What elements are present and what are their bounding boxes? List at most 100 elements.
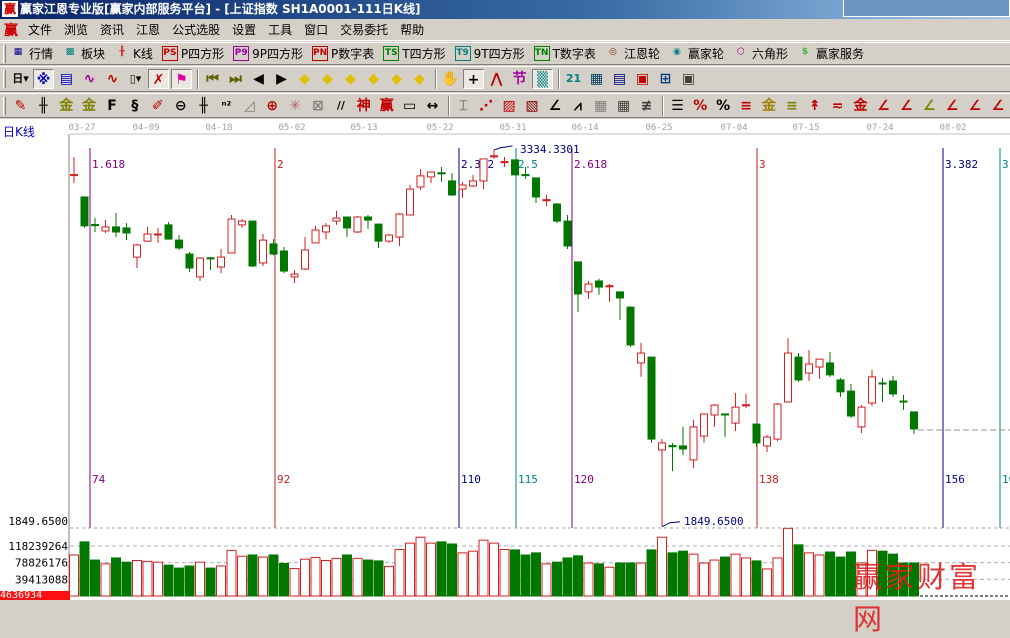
first-icon[interactable]: ⏮ [206, 71, 219, 87]
box-icon[interactable]: ⌶ [459, 97, 468, 114]
star-icon[interactable]: ✳ [289, 97, 301, 114]
fan-box-icon[interactable]: ▨ [502, 97, 516, 114]
network-icon[interactable]: ⊞ [659, 71, 672, 87]
toolbar-button-0[interactable]: ▦ 行情 [10, 45, 53, 62]
toolbar-button-8[interactable]: TN T数字表 [533, 45, 596, 62]
n2-icon[interactable]: ⁿ² [221, 98, 232, 112]
percent-line-icon[interactable]: % [693, 97, 708, 114]
gold-split-icon[interactable]: 金 [59, 97, 74, 114]
shrink-h-icon[interactable]: ◆ [368, 71, 379, 87]
brush-icon[interactable]: ✗ [148, 69, 169, 89]
wave-line-icon[interactable]: ≂ [831, 97, 844, 114]
angle-f-icon[interactable]: ∠ [900, 97, 913, 114]
angle-si-icon[interactable]: ∠ [991, 97, 1005, 114]
candle-type-dropdown[interactable]: ▯▾ [129, 72, 142, 85]
crosshair-icon[interactable]: + [463, 69, 484, 89]
calculator-icon[interactable]: ▦ [589, 71, 604, 87]
toolbar-button-7[interactable]: T9 9T四方形 [454, 45, 525, 62]
toolbar-button-1[interactable]: ▩ 板块 [62, 45, 105, 62]
percent-icon[interactable]: % [716, 97, 731, 114]
fan-box2-icon[interactable]: ▧ [525, 97, 539, 114]
fan-lines-icon[interactable]: ⋰ [479, 97, 494, 114]
arrow-pen-icon[interactable]: ↟ [808, 97, 821, 114]
toolbar-button-12[interactable]: $ 赢家服务 [797, 45, 864, 62]
document-icon[interactable]: ▤ [59, 71, 74, 87]
ruler-icon[interactable]: ▭ [402, 97, 417, 114]
gold-split2-icon[interactable]: 金 [82, 97, 97, 114]
toolbar-button-9[interactable]: ◎ 江恩轮 [605, 45, 660, 62]
fan-pen-icon[interactable]: ✐ [151, 97, 164, 114]
wave-3-icon[interactable]: ∿ [83, 71, 96, 87]
expand-h-icon[interactable]: ◆ [345, 71, 356, 87]
toolbar-grip[interactable] [3, 96, 6, 115]
menu-item-7[interactable]: 窗口 [304, 23, 329, 37]
shen-icon[interactable]: 神 [356, 97, 371, 114]
grid-icon[interactable]: ▦ [594, 97, 608, 114]
menu-item-9[interactable]: 帮助 [400, 23, 425, 37]
hatch-icon[interactable]: ≢ [640, 97, 653, 114]
zoom-out-icon[interactable]: ◆ [414, 71, 425, 87]
menu-item-0[interactable]: 文件 [28, 23, 53, 37]
festival-icon[interactable]: 节 [512, 71, 527, 87]
menu-item-3[interactable]: 江恩 [136, 23, 161, 37]
width-icon[interactable]: ↔ [426, 97, 439, 114]
list-icon[interactable]: ☰ [671, 97, 684, 114]
toolbar-grip[interactable] [3, 70, 6, 88]
chart-canvas[interactable]: 03-27 04-09 04-18 05-02 05-13 05-22 05-31 06-14… [0, 119, 1010, 600]
menu-item-1[interactable]: 浏览 [64, 23, 89, 37]
flag-icon[interactable]: ⚑ [171, 69, 192, 89]
zoom-in-icon[interactable]: ◆ [391, 71, 402, 87]
slant-lines-icon[interactable]: // [336, 98, 345, 112]
angle-shen-icon[interactable]: ∠ [945, 97, 959, 114]
toolbar-button-5[interactable]: PN P数字表 [312, 45, 374, 62]
gold-lines-icon[interactable]: ≡ [785, 97, 798, 114]
angle-j-icon[interactable]: ∠ [877, 97, 890, 114]
toolbar-button-2[interactable]: ╫ K线 [114, 45, 153, 62]
box-x-icon[interactable]: ⊠ [312, 97, 324, 114]
target-icon[interactable]: ⊕ [266, 97, 279, 114]
gold-red-icon[interactable]: 金 [853, 97, 868, 114]
angle-icon[interactable]: ∠ [548, 97, 562, 114]
menu-item-5[interactable]: 设置 [232, 23, 257, 37]
hand-icon[interactable]: ✋ [441, 71, 460, 87]
move-right-icon[interactable]: ◆ [322, 71, 333, 87]
menu-item-8[interactable]: 交易委托 [340, 23, 389, 37]
toolbar-button-10[interactable]: ◉ 赢家轮 [669, 45, 724, 62]
wave-9-icon[interactable]: ∿ [106, 71, 119, 87]
save-icon[interactable]: ▣ [635, 71, 650, 87]
parallel-lines-icon[interactable]: ╫ [39, 97, 48, 114]
percent-lines-icon[interactable]: ≡ [740, 97, 752, 114]
spiral-icon[interactable]: § [131, 97, 139, 114]
toolbar-button-3[interactable]: PS P四方形 [161, 45, 224, 62]
period-day-dropdown[interactable]: 日▾ [12, 72, 29, 85]
gold-circle-icon[interactable]: 金 [761, 97, 776, 114]
triangle-icon[interactable]: ◿ [243, 97, 255, 114]
chart-pattern-icon[interactable]: ※ [33, 69, 54, 89]
pen-icon[interactable]: ✎ [14, 97, 27, 114]
zigzag-icon[interactable]: ⩘ [573, 97, 582, 114]
cycle-lines-icon[interactable]: ╫ [199, 97, 208, 114]
kline-chart-panel[interactable]: 日K线 03-27 04-09 04-18 05-02 05-13 05-22 05-31 0… [0, 119, 1010, 600]
last-icon[interactable]: ⏭ [229, 71, 242, 87]
ying-icon[interactable]: 赢 [379, 97, 394, 114]
line-icon[interactable]: ⋀ [490, 71, 503, 87]
menu-item-6[interactable]: 工具 [268, 23, 293, 37]
angle-gold-icon[interactable]: ∠ [922, 97, 936, 114]
grid2-icon[interactable]: ▦ [616, 97, 631, 114]
angle-ying-icon[interactable]: ∠ [968, 97, 982, 114]
circle-scale-icon[interactable]: ⊖ [174, 97, 187, 114]
notes-icon[interactable]: ▤ [612, 71, 627, 87]
computer-icon[interactable]: ▣ [681, 71, 696, 87]
toolbar-button-4[interactable]: P9 9P四方形 [233, 45, 303, 62]
toolbar-grip[interactable] [3, 44, 6, 63]
toolbar-button-6[interactable]: TS T四方形 [383, 45, 446, 62]
menu-item-2[interactable]: 资讯 [100, 23, 125, 37]
toolbar-button-11[interactable]: ⬡ 六角形 [733, 45, 788, 62]
calendar-icon[interactable]: 21 [565, 72, 582, 85]
menu-logo-icon[interactable]: 赢 [4, 22, 18, 39]
left-arrow-icon[interactable]: ◀ [253, 71, 264, 87]
move-left-icon[interactable]: ◆ [299, 71, 310, 87]
fib-icon[interactable]: F [107, 97, 117, 114]
menu-item-4[interactable]: 公式选股 [172, 23, 221, 37]
grid-map-icon[interactable]: ▒ [532, 69, 553, 89]
